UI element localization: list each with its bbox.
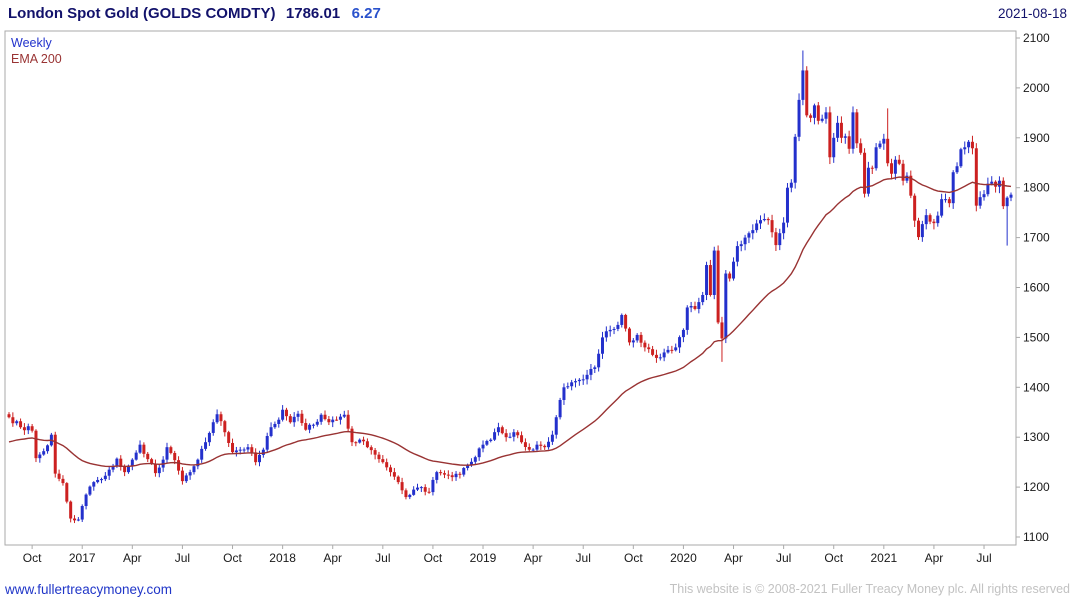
- legend-timeframe: Weekly: [11, 36, 53, 50]
- plot-layer: 1100 1200 1300 1400 1500 1600 1700 1800 1900 2000…: [4, 30, 1050, 565]
- svg-text:Oct: Oct: [424, 551, 443, 565]
- price-change: 6.27: [351, 5, 381, 22]
- svg-text:2100: 2100: [1023, 31, 1050, 45]
- svg-text:2000: 2000: [1023, 81, 1050, 95]
- svg-text:Jul: Jul: [576, 551, 591, 565]
- chart-header: London Spot Gold (GOLDS COMDTY) 1786.01 …: [8, 5, 381, 23]
- svg-text:1300: 1300: [1023, 430, 1050, 444]
- svg-text:2017: 2017: [69, 551, 96, 565]
- svg-text:1800: 1800: [1023, 181, 1050, 195]
- last-price: 1786.01: [285, 5, 341, 22]
- svg-text:2018: 2018: [269, 551, 296, 565]
- svg-text:Jul: Jul: [976, 551, 991, 565]
- svg-text:2020: 2020: [670, 551, 697, 565]
- svg-text:Oct: Oct: [624, 551, 643, 565]
- svg-text:Jul: Jul: [375, 551, 390, 565]
- svg-text:Oct: Oct: [23, 551, 42, 565]
- svg-text:Apr: Apr: [925, 551, 944, 565]
- footer-site-link[interactable]: www.fullertreacymoney.com: [5, 582, 173, 597]
- svg-text:Jul: Jul: [175, 551, 190, 565]
- svg-text:Oct: Oct: [824, 551, 843, 565]
- svg-text:Jul: Jul: [776, 551, 791, 565]
- svg-text:Apr: Apr: [123, 551, 142, 565]
- svg-text:2019: 2019: [470, 551, 497, 565]
- svg-text:1100: 1100: [1023, 530, 1049, 544]
- footer-copyright: This website is © 2008-2021 Fuller Treac…: [669, 582, 1070, 596]
- svg-text:Apr: Apr: [524, 551, 543, 565]
- chart-date: 2021-08-18: [997, 6, 1067, 21]
- svg-text:1700: 1700: [1023, 231, 1050, 245]
- page-title: London Spot Gold (GOLDS COMDTY): [8, 5, 276, 22]
- svg-text:1500: 1500: [1023, 330, 1050, 344]
- svg-text:Apr: Apr: [323, 551, 342, 565]
- svg-text:1400: 1400: [1023, 380, 1050, 394]
- svg-text:1200: 1200: [1023, 480, 1050, 494]
- svg-text:Oct: Oct: [223, 551, 242, 565]
- svg-text:1900: 1900: [1023, 131, 1050, 145]
- legend-ema: EMA 200: [11, 52, 62, 66]
- svg-text:2021: 2021: [870, 551, 897, 565]
- svg-text:1600: 1600: [1023, 281, 1050, 295]
- svg-text:Apr: Apr: [724, 551, 743, 565]
- price-chart[interactable]: 1100 1200 1300 1400 1500 1600 1700 1800 1900 2000…: [0, 0, 1075, 575]
